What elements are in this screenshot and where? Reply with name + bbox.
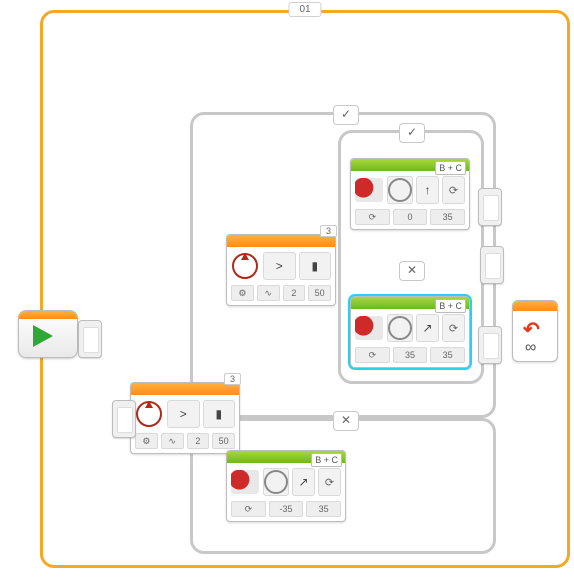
motor-icon	[231, 468, 259, 496]
direction-icon: ↗	[416, 314, 439, 342]
threshold-icon: ▮	[203, 400, 236, 428]
switch-true-tab[interactable]: ✓	[333, 105, 359, 125]
mode-gear[interactable]: ⚙	[135, 433, 158, 449]
compare-op[interactable]: >	[263, 252, 296, 280]
power-val[interactable]: 35	[430, 209, 465, 225]
switch2-false-tab[interactable]: ✕	[399, 261, 425, 281]
ir-icon	[135, 400, 163, 428]
steer-icon	[387, 176, 413, 204]
move-steering-mid[interactable]: B + C ↗ ⟳ ⟳ 35 35	[350, 296, 470, 368]
move-steering-bottom[interactable]: B + C ↗ ⟳ ⟳ -35 35	[226, 450, 346, 522]
motor-ports[interactable]: B + C	[435, 299, 466, 313]
sequence-plug[interactable]	[112, 400, 136, 438]
start-block[interactable]	[18, 310, 78, 358]
param-b[interactable]: 50	[212, 433, 235, 449]
direction-icon: ↗	[292, 468, 315, 496]
mode[interactable]: ⟳	[355, 209, 390, 225]
power-val[interactable]: 35	[430, 347, 465, 363]
ir-sensor-compare-inner[interactable]: 3 > ▮ ⚙ ∿ 2 50	[226, 234, 336, 306]
ir-sensor-compare-outer[interactable]: 3 > ▮ ⚙ ∿ 2 50	[130, 382, 240, 454]
mode[interactable]: ⟳	[231, 501, 266, 517]
rotation-icon: ⟳	[442, 314, 465, 342]
threshold-icon: ▮	[299, 252, 332, 280]
loop-label[interactable]: 01	[288, 2, 321, 17]
sequence-plug[interactable]	[78, 320, 102, 358]
power-val[interactable]: 35	[306, 501, 341, 517]
sequence-plug[interactable]	[480, 246, 504, 284]
steering-val[interactable]: -35	[269, 501, 304, 517]
direction-icon: ↑	[416, 176, 439, 204]
port-tag: 3	[320, 225, 337, 237]
motor-ports[interactable]: B + C	[311, 453, 342, 467]
param-a[interactable]: 2	[283, 285, 306, 301]
motor-icon	[355, 176, 383, 204]
steering-val[interactable]: 0	[393, 209, 428, 225]
loop-end[interactable]: ↶ ∞	[512, 300, 558, 362]
sequence-plug[interactable]	[478, 188, 502, 226]
compare-op[interactable]: >	[167, 400, 200, 428]
ir-icon	[231, 252, 259, 280]
motor-icon	[355, 314, 383, 342]
param-b[interactable]: 50	[308, 285, 331, 301]
program-canvas: { "meta": { "width": 574, "height": 580,…	[0, 0, 574, 580]
motor-ports[interactable]: B + C	[435, 161, 466, 175]
mode[interactable]: ⟳	[355, 347, 390, 363]
mode-wave: ∿	[257, 285, 280, 301]
param-a[interactable]: 2	[187, 433, 210, 449]
move-steering-top[interactable]: B + C ↑ ⟳ ⟳ 0 35	[350, 158, 470, 230]
steer-icon	[387, 314, 413, 342]
steer-icon	[263, 468, 289, 496]
mode-wave: ∿	[161, 433, 184, 449]
sequence-plug[interactable]	[478, 326, 502, 364]
mode-gear[interactable]: ⚙	[231, 285, 254, 301]
play-icon	[33, 325, 53, 347]
switch2-true-tab[interactable]: ✓	[399, 123, 425, 143]
switch3-false-tab[interactable]: ✕	[333, 411, 359, 431]
port-tag: 3	[224, 373, 241, 385]
rotation-icon: ⟳	[442, 176, 465, 204]
rotation-icon: ⟳	[318, 468, 341, 496]
loop-infinity-icon: ∞	[525, 339, 536, 357]
steering-val[interactable]: 35	[393, 347, 428, 363]
